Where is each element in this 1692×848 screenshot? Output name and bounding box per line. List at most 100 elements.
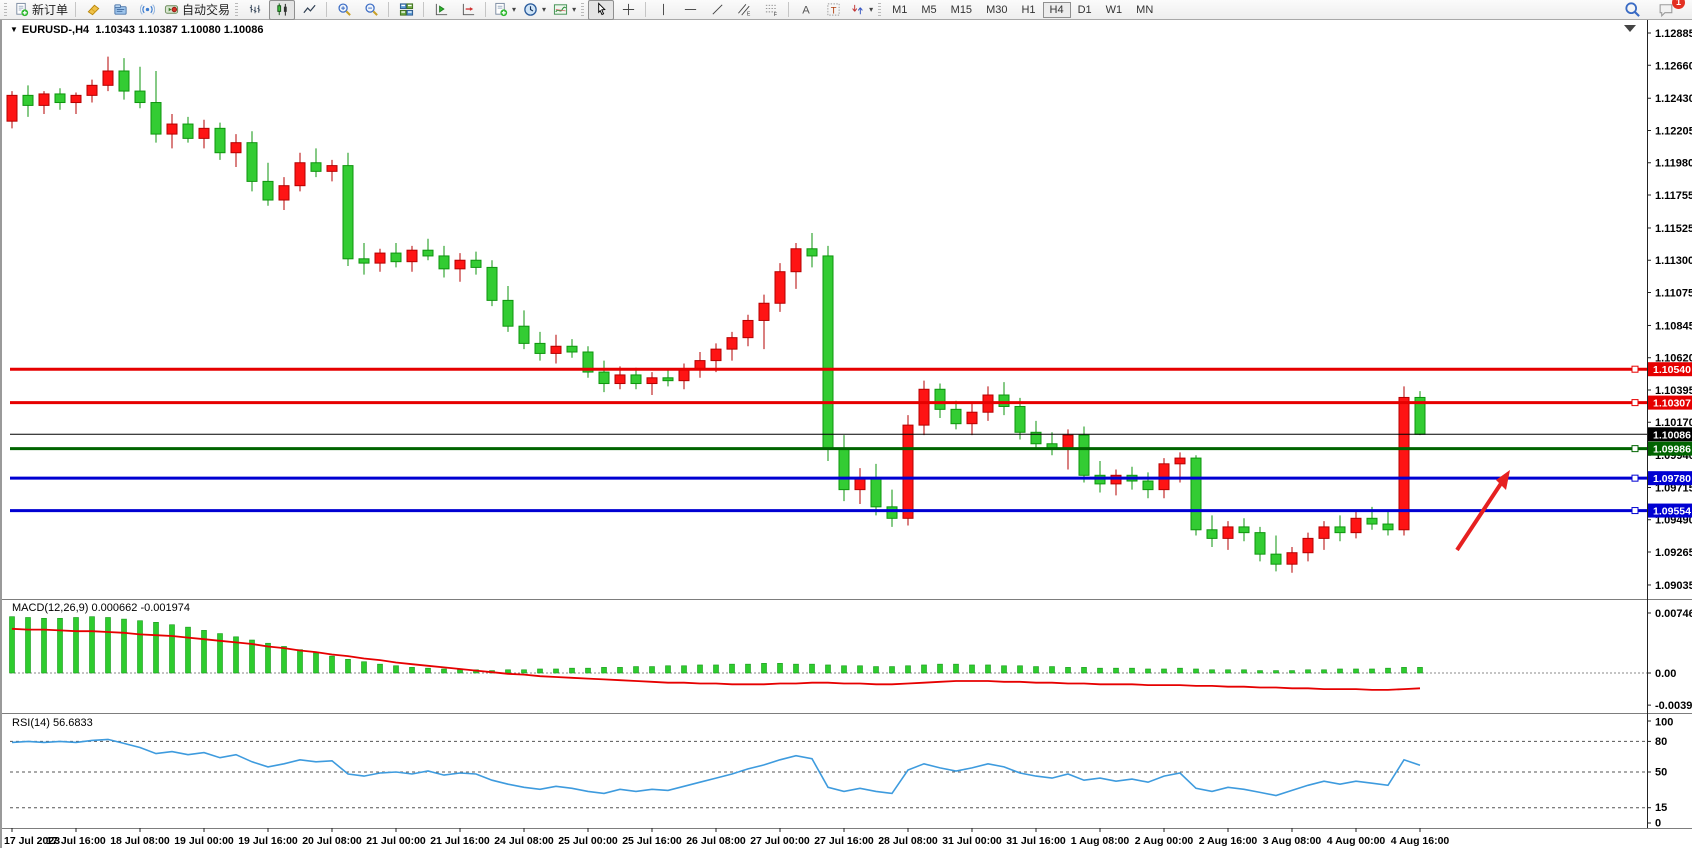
candle: [678, 363, 690, 390]
line-chart-icon: [302, 2, 317, 17]
candle: [1078, 426, 1090, 483]
signals-button[interactable]: [134, 0, 160, 20]
candle: [1302, 532, 1314, 562]
timeframe-h1-button[interactable]: H1: [1021, 3, 1036, 16]
trendline-button[interactable]: [704, 0, 730, 20]
candle: [262, 162, 274, 206]
toolbar-separator: [788, 2, 790, 17]
chart-shift-button[interactable]: [428, 0, 454, 20]
toolbar-grip[interactable]: [235, 2, 239, 17]
svg-text:1.09265: 1.09265: [1655, 547, 1692, 559]
new-template-icon: [493, 2, 508, 17]
collapse-ohlc-icon[interactable]: ▼: [10, 25, 18, 34]
candle: [86, 79, 98, 103]
chart-title: ▼ EURUSD-,H4 1.10343 1.10387 1.10080 1.10…: [10, 24, 264, 36]
timeframe-m5-button[interactable]: M5: [921, 3, 937, 16]
horizontal-line-1.09554[interactable]: 1.09554: [10, 503, 1692, 518]
autotrading-button[interactable]: 自动交易: [161, 0, 233, 20]
candlestick-chart-button[interactable]: [269, 0, 296, 20]
svg-text:31 Jul 16:00: 31 Jul 16:00: [1006, 835, 1066, 847]
horizontal-line-1.09780[interactable]: 1.09780: [10, 471, 1692, 486]
toolbar-separator: [485, 2, 487, 17]
horizontal-line-1.09986[interactable]: 1.09986: [10, 441, 1692, 456]
macd-axis: 0.00746 0.00 -0.003993: [1647, 608, 1692, 712]
search-button[interactable]: [1619, 0, 1645, 20]
tile-windows-button[interactable]: [393, 0, 419, 20]
timeframe-h4-button[interactable]: H4: [1042, 1, 1071, 18]
horizontal-line-icon: [683, 2, 698, 17]
svg-text:28 Jul 08:00: 28 Jul 08:00: [878, 835, 938, 847]
profiles-button[interactable]: [107, 0, 133, 20]
candle: [326, 159, 338, 182]
eraser-icon: [86, 2, 101, 17]
svg-text:T: T: [830, 5, 836, 15]
candle: [342, 152, 354, 266]
notifications-button[interactable]: 1: [1653, 0, 1685, 20]
price-chart-canvas[interactable]: 1.12885 1.12660 1.12430 1.12205 1.11980 1.117…: [2, 20, 1692, 848]
bar-chart-button[interactable]: [242, 0, 268, 20]
horizontal-line-1.10307[interactable]: 1.10307: [10, 395, 1692, 410]
new-template-button[interactable]: ▾: [490, 0, 519, 20]
ohlc-open: 1.10343: [95, 24, 136, 36]
vertical-line-button[interactable]: [650, 0, 676, 20]
text-label-button[interactable]: T: [820, 0, 846, 20]
svg-text:17 Jul 16:00: 17 Jul 16:00: [46, 835, 106, 847]
arrows-icon: [850, 2, 865, 17]
auto-scroll-button[interactable]: [455, 0, 481, 20]
chat-bubble-icon: [1658, 1, 1675, 18]
timeframe-w1-button[interactable]: W1: [1105, 3, 1123, 16]
toolbar-grip[interactable]: [4, 2, 7, 17]
text-button[interactable]: A: [793, 0, 819, 20]
svg-text:19 Jul 00:00: 19 Jul 00:00: [174, 835, 234, 847]
svg-text:50: 50: [1655, 767, 1667, 779]
toolbar-separator: [423, 2, 425, 17]
arrows-button[interactable]: ▾: [847, 0, 876, 20]
macd-signal-value: -0.001974: [140, 602, 190, 614]
chart-style-button[interactable]: [80, 0, 106, 20]
toolbar-grip[interactable]: [878, 2, 882, 17]
candle: [918, 380, 930, 436]
fibonacci-icon: F: [764, 2, 779, 17]
svg-text:24 Jul 08:00: 24 Jul 08:00: [494, 835, 554, 847]
timeframe-d1-button[interactable]: D1: [1077, 3, 1092, 16]
periods-button[interactable]: ▾: [520, 0, 549, 20]
candle: [774, 263, 786, 312]
timeframe-m30-button[interactable]: M30: [986, 3, 1008, 16]
indicators-button[interactable]: ▾: [550, 0, 579, 20]
chart-shift-marker[interactable]: [1624, 25, 1636, 32]
candle: [102, 56, 114, 92]
candle: [1270, 535, 1282, 572]
horizontal-line-button[interactable]: [677, 0, 703, 20]
timeframe-m1-button[interactable]: M1: [892, 3, 908, 16]
dropdown-caret-icon: ▾: [512, 5, 517, 14]
svg-text:1.09035: 1.09035: [1655, 580, 1692, 592]
svg-text:1.10170: 1.10170: [1655, 417, 1692, 429]
candle: [70, 92, 82, 115]
horizontal-line-1.10086[interactable]: 1.10086: [10, 427, 1692, 442]
crosshair-icon: [621, 2, 636, 17]
timeframe-m15-button[interactable]: M15: [950, 3, 973, 16]
toolbar-grip[interactable]: [581, 2, 585, 17]
crosshair-button[interactable]: [615, 0, 641, 20]
candle: [566, 339, 578, 358]
svg-text:4 Aug 16:00: 4 Aug 16:00: [1391, 835, 1450, 847]
timeframe-mn-button[interactable]: MN: [1136, 3, 1154, 16]
zoom-in-button[interactable]: [331, 0, 357, 20]
profiles-icon: [113, 2, 128, 17]
candle: [662, 369, 674, 387]
toolbar-separator: [326, 2, 328, 17]
trend-arrow[interactable]: [1455, 470, 1510, 552]
fibonacci-button[interactable]: F: [758, 0, 784, 20]
cursor-button[interactable]: [588, 0, 615, 20]
new-order-button[interactable]: 新订单: [11, 0, 71, 20]
svg-text:1.11300: 1.11300: [1655, 255, 1692, 267]
horizontal-line-1.10540[interactable]: 1.10540: [10, 362, 1692, 377]
svg-text:20 Jul 08:00: 20 Jul 08:00: [302, 835, 362, 847]
candle: [966, 403, 978, 436]
candle: [518, 310, 530, 350]
candle: [1334, 515, 1346, 542]
equidistant-channel-button[interactable]: E: [731, 0, 757, 20]
zoom-out-button[interactable]: [358, 0, 384, 20]
line-chart-button[interactable]: [296, 0, 322, 20]
toolbar-separator: [645, 2, 647, 17]
